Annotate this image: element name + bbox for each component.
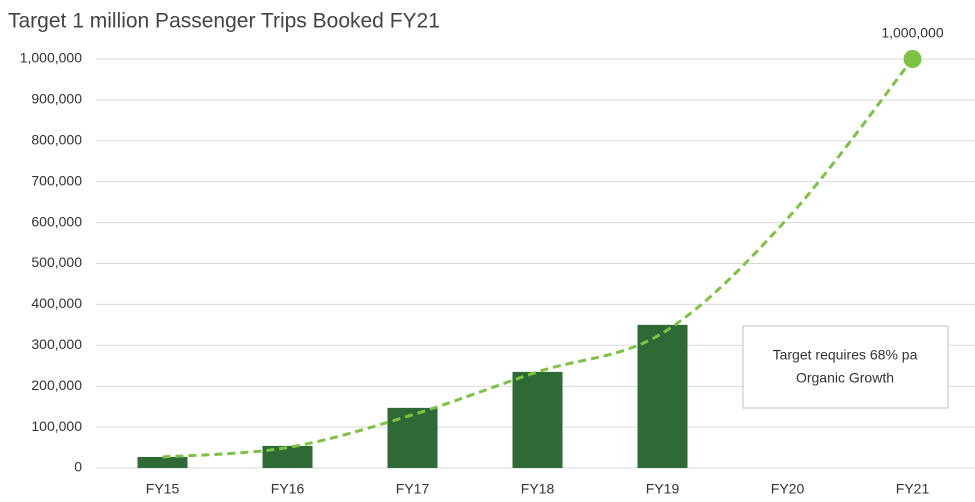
- x-tick-label: FY15: [146, 481, 180, 497]
- y-tick-label: 100,000: [31, 418, 82, 434]
- annotation-box: [742, 325, 949, 409]
- trend-line: [162, 58, 914, 459]
- y-tick-label: 1,000,000: [20, 50, 82, 66]
- x-tick-label: FY19: [646, 481, 680, 497]
- x-tick-label: FY21: [896, 481, 930, 497]
- y-tick-label: 400,000: [31, 295, 82, 311]
- y-tick-label: 0: [74, 459, 82, 475]
- x-tick-label: FY18: [521, 481, 555, 497]
- y-tick-label: 600,000: [31, 213, 82, 229]
- y-tick-label: 700,000: [31, 172, 82, 188]
- y-tick-label: 200,000: [31, 377, 82, 393]
- annotation: Target requires 68% pa: [773, 347, 918, 363]
- bar: [262, 445, 313, 468]
- annotation: Organic Growth: [796, 370, 894, 386]
- x-tick-label: FY17: [396, 481, 430, 497]
- x-tick-label: FY20: [771, 481, 805, 497]
- bar: [637, 324, 688, 468]
- y-tick-label: 800,000: [31, 132, 82, 148]
- y-tick-label: 900,000: [31, 91, 82, 107]
- bar: [512, 371, 563, 468]
- data-label: 1,000,000: [881, 25, 943, 41]
- point: [903, 50, 922, 68]
- y-tick-label: 300,000: [31, 336, 82, 352]
- bar: [137, 456, 188, 468]
- bar: [387, 407, 438, 468]
- chart-title: Target 1 million Passenger Trips Booked …: [8, 10, 440, 33]
- y-tick-label: 500,000: [31, 254, 82, 270]
- x-tick-label: FY16: [271, 481, 305, 497]
